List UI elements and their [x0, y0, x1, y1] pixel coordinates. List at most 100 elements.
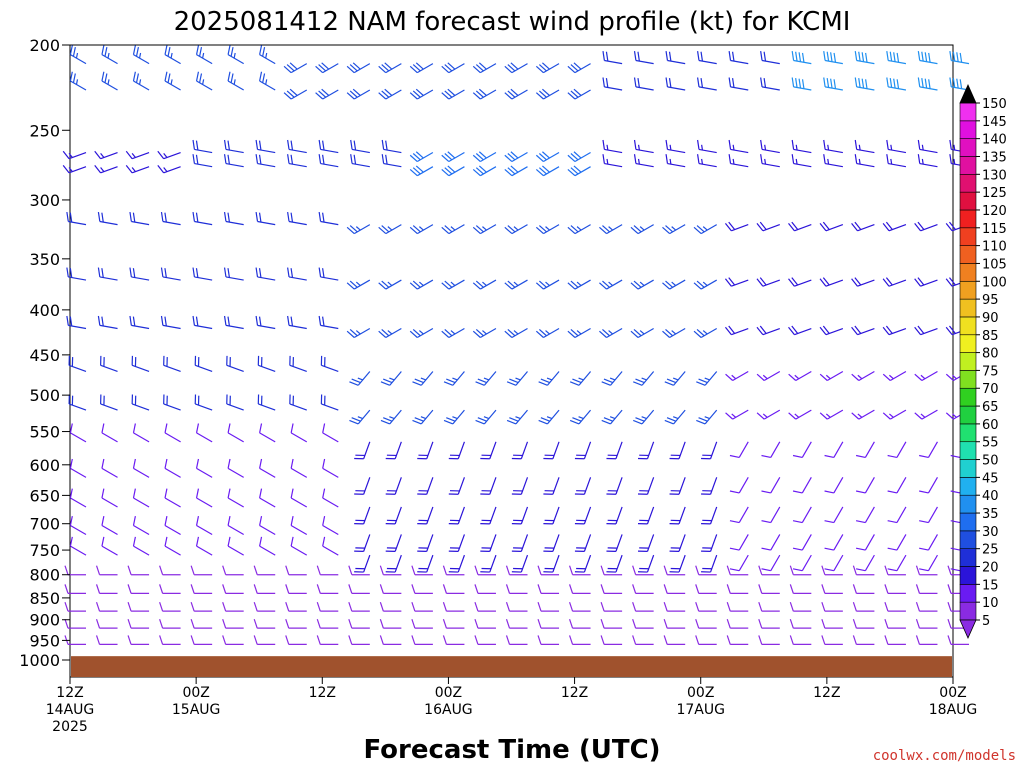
wind-barb — [441, 224, 465, 235]
x-tick-label: 12Z — [561, 685, 588, 701]
wind-barb — [195, 488, 213, 508]
wind-barb — [348, 565, 370, 576]
wind-barb — [543, 554, 560, 573]
colorbar-label: 25 — [982, 543, 999, 558]
wind-barb — [192, 212, 213, 226]
wind-barb — [68, 394, 87, 411]
wind-barb — [289, 394, 307, 411]
wind-barb — [443, 409, 465, 425]
wind-barb — [380, 371, 402, 386]
wind-barb — [887, 506, 907, 524]
wind-barb — [448, 554, 465, 573]
wind-barb — [630, 279, 654, 290]
wind-barb — [285, 584, 307, 594]
wind-barb — [378, 88, 402, 100]
wind-barb — [157, 150, 181, 160]
chart-title: 2025081412 NAM forecast wind profile (kt… — [174, 7, 851, 37]
colorbar-segment — [959, 459, 977, 478]
colorbar-segment — [959, 191, 977, 211]
wind-barb — [349, 409, 371, 425]
wind-barb — [417, 534, 434, 552]
wind-barb — [915, 601, 938, 612]
wind-barb — [887, 554, 907, 572]
credit-text: coolwx.com/models — [873, 748, 1016, 764]
wind-barb — [318, 154, 339, 168]
wind-barb — [346, 88, 371, 100]
wind-barb — [538, 409, 560, 425]
wind-barb — [819, 221, 844, 232]
wind-barb — [409, 88, 434, 100]
wind-barb — [480, 477, 497, 495]
wind-barb — [821, 618, 843, 629]
wind-barb — [569, 601, 591, 612]
wind-barb — [409, 165, 434, 177]
wind-barb — [824, 477, 844, 494]
wind-barb — [505, 635, 528, 646]
y-tick-label: 850 — [29, 589, 60, 608]
wind-barb — [761, 506, 781, 524]
wind-barb — [823, 51, 843, 65]
pressure-axis: 200 250 300 350 400 450 500 550 600 650 700 750 800 8… — [19, 36, 70, 670]
wind-barb — [259, 45, 276, 65]
wind-barb — [599, 224, 623, 235]
wind-barb — [66, 267, 87, 281]
wind-barb — [852, 601, 875, 612]
wind-barb — [535, 224, 560, 235]
wind-barb — [287, 267, 307, 281]
wind-barb — [819, 325, 844, 336]
wind-barb — [159, 584, 181, 594]
wind-barb — [163, 355, 181, 373]
wind-barb — [919, 534, 938, 551]
wind-barb — [474, 635, 496, 646]
wind-barb — [665, 139, 686, 154]
wind-barb — [226, 394, 244, 411]
wind-barb — [761, 554, 781, 572]
wind-barb — [574, 477, 592, 495]
wind-barb — [569, 409, 592, 425]
wind-barb — [385, 534, 402, 552]
wind-barb — [919, 477, 938, 494]
wind-barb — [315, 88, 339, 100]
wind-barb — [729, 534, 749, 551]
colorbar-segment — [959, 512, 977, 532]
wind-barb — [789, 565, 812, 576]
wind-barb — [475, 409, 497, 425]
wind-barb — [66, 315, 87, 330]
wind-barb — [443, 371, 465, 386]
y-tick-label: 700 — [29, 515, 60, 534]
wind-barb — [253, 635, 276, 646]
colorbar-low-arrow — [959, 619, 977, 639]
wind-barb — [350, 139, 370, 154]
wind-barb — [287, 315, 307, 330]
wind-barb — [543, 477, 560, 495]
wind-barb — [101, 458, 118, 478]
wind-barb — [824, 506, 844, 524]
wind-barb — [227, 536, 244, 556]
wind-barb — [95, 618, 118, 629]
colorbar-label: 125 — [982, 186, 1007, 201]
wind-barb — [195, 423, 213, 443]
wind-barb — [664, 371, 686, 386]
wind-barb — [417, 554, 434, 573]
wind-barb — [662, 279, 686, 290]
wind-barb — [758, 601, 780, 612]
wind-barb — [887, 441, 907, 459]
wind-barb — [195, 516, 213, 535]
wind-barb — [381, 154, 402, 168]
wind-barb — [316, 584, 339, 594]
colorbar-segment — [959, 352, 977, 371]
colorbar-label: 65 — [982, 400, 999, 415]
wind-barb — [164, 45, 181, 65]
wind-barb — [663, 635, 686, 646]
wind-barb — [606, 441, 623, 460]
x-tick-label: 00Z — [939, 685, 966, 701]
wind-barb — [190, 565, 213, 576]
wind-barb — [882, 221, 907, 232]
wind-barb — [669, 534, 686, 552]
x-tick-label: 16AUG — [424, 702, 473, 718]
wind-barb — [354, 554, 371, 573]
wind-barb — [474, 565, 496, 576]
wind-barb — [285, 601, 307, 612]
wind-barb — [287, 139, 307, 154]
